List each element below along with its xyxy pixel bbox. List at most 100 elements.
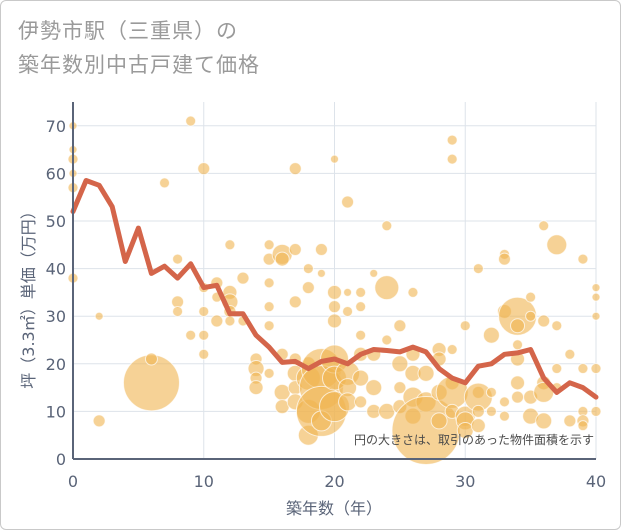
x-tick-label: 30 [455,472,475,491]
bubble-point [391,355,409,373]
bubble-point [365,379,383,397]
bubble-point [485,405,497,417]
bubble-point [274,251,290,267]
y-tick-label: 50 [46,212,66,231]
chart-title-line-2: 築年数別中古戸建て価格 [18,53,260,77]
bubble-point [224,239,236,251]
bubble-point [446,153,458,165]
bubble-point [355,301,367,313]
bubble-point [470,418,486,434]
chart-title: 伊勢市駅（三重県）の 築年数別中古戸建て価格 [18,14,260,82]
bubble-point [328,300,341,314]
bubble-point [459,320,471,332]
bubble-point [577,363,589,375]
bubble-point [327,284,342,300]
y-tick-label: 60 [46,164,66,183]
bubble-point [355,286,367,298]
bubble-point [378,402,396,420]
bubble-point [430,412,448,430]
bubble-point [316,268,326,278]
bubble-point [159,177,171,189]
bubble-point [185,329,197,341]
bubble-point [381,220,393,232]
bubble-point [511,390,525,404]
y-tick-label: 0 [56,450,66,469]
bubble-point [92,414,106,428]
bubble-point [485,386,497,398]
y-tick-label: 30 [46,307,66,326]
bubble-point [591,283,601,293]
bubble-point [224,315,236,327]
bubble-point [498,410,510,422]
average-price-line [70,178,599,400]
bubble-point [236,271,250,285]
bubble-point [185,115,197,127]
bubble-point [338,392,358,412]
bubble-point [498,296,538,336]
bubble-point [354,395,368,409]
bubble-point [288,243,302,257]
bubble-point [497,252,511,266]
bubble-point [172,305,184,317]
bubble-point [330,154,339,164]
chart-title-line-1: 伊勢市駅（三重県）の [18,19,238,43]
bubble-point [472,263,484,275]
bubble-point [538,220,550,232]
bubble-point [407,286,419,298]
bubble-point [577,253,589,265]
bubble-point [144,352,158,366]
bubble-point [314,243,328,257]
bubble-point [198,348,210,360]
bubble-point [471,404,485,418]
bubble-point [446,134,458,146]
bubble-point [301,281,315,295]
bubble-point [355,329,367,341]
bubble-point [510,375,526,391]
x-tick-label: 20 [324,472,344,491]
bubble-point [343,287,353,297]
bubble-point [302,263,314,275]
bubble-point [417,364,435,382]
bubble-point [263,367,275,379]
bubble-point [288,295,302,309]
bubble-point [341,195,355,209]
bubble-point [374,275,400,301]
x-axis-label: 築年数（年） [286,499,382,518]
bubble-point [369,268,379,278]
bubble-point [551,320,563,332]
bubble-point [591,311,601,321]
bubble-size-note: 円の大きさは、取引のあった物件面積を示す [354,432,594,447]
bubble-point [263,277,275,289]
bubble-point [525,291,537,303]
bubble-point [577,420,589,432]
bubble-point [563,414,577,428]
bubble-point [342,305,354,317]
bubble-point [590,363,602,375]
bubble-point [591,292,601,302]
x-tick-label: 10 [194,472,214,491]
bubble-point [198,305,210,317]
axes: 0 10 20 30 40 50 60 70 0 10 20 30 40 [46,102,606,491]
bubble-point [172,253,184,265]
y-tick-label: 40 [46,260,66,279]
bubble-point [537,314,551,328]
bubble-point [393,381,407,395]
bubble-point [263,320,275,332]
bubble-point [263,239,275,251]
bubble-point [546,234,568,256]
bubble-point [248,380,264,396]
x-tick-label: 0 [68,472,78,491]
bubble-point [535,412,553,430]
bubble-point [590,405,602,417]
bubble-point [197,162,211,176]
bubble-point [263,301,275,313]
bubble-point [482,326,500,344]
bubble-point [288,162,302,176]
bubble-point [327,313,342,329]
y-tick-label: 10 [46,402,66,421]
bubble-point [198,329,210,341]
bubble-point [498,396,510,408]
bubble-point [564,348,576,360]
bubble-point [210,314,224,328]
